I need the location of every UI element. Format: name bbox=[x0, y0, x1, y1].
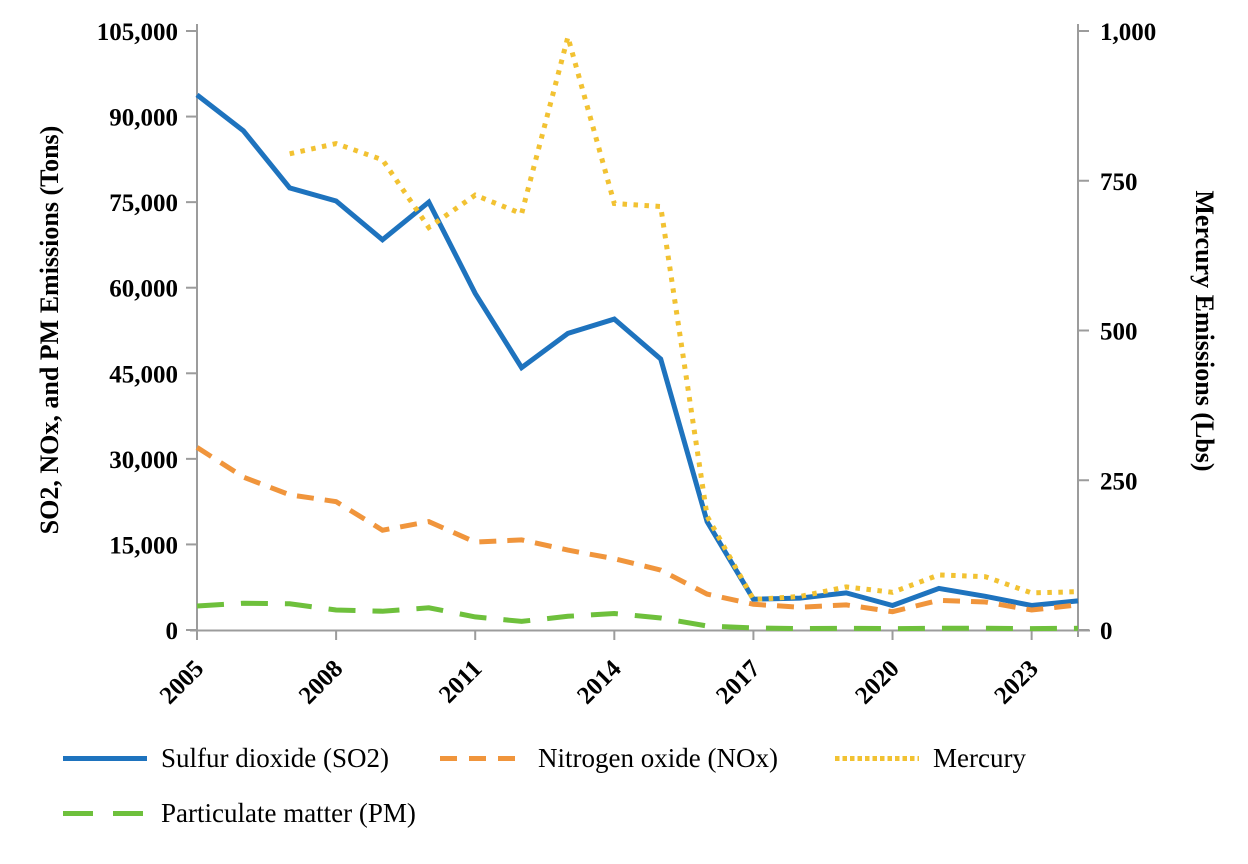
series-layer bbox=[195, 27, 1079, 632]
so2-line-swatch bbox=[63, 755, 147, 761]
pm-line-swatch bbox=[63, 810, 147, 816]
left-axis-tick-label: 75,000 bbox=[109, 190, 178, 217]
emissions-line-chart: 0 15,000 30,000 45,000 60,000 75,000 90,000 105… bbox=[35, 19, 1219, 710]
x-axis-tick-label: 2011 bbox=[434, 655, 487, 708]
legend-label-pm: Particulate matter (PM) bbox=[161, 797, 416, 828]
legend-item-mercury: Mercury bbox=[835, 742, 1026, 773]
series-line-0 bbox=[195, 92, 1079, 609]
left-axis-tick-label: 105,000 bbox=[97, 19, 178, 46]
right-axis-title: Mercury Emissions (Lbs) bbox=[1190, 190, 1219, 471]
legend-item-nox: Nitrogen oxide (NOx) bbox=[440, 742, 778, 773]
left-axis-tick-label: 90,000 bbox=[109, 105, 178, 132]
right-axis-tick-label: 250 bbox=[1100, 468, 1138, 495]
series-line-1 bbox=[195, 445, 1079, 615]
series-line-2 bbox=[289, 27, 1079, 603]
legend-label-mercury: Mercury bbox=[933, 742, 1026, 773]
left-axis-tick-label: 15,000 bbox=[109, 532, 178, 559]
x-axis-tick-label: 2008 bbox=[294, 655, 348, 709]
x-axis-tick-label: 2017 bbox=[711, 655, 765, 709]
left-axis-tick-label: 60,000 bbox=[109, 276, 178, 303]
axes-layer: 0 15,000 30,000 45,000 60,000 75,000 90,000 105… bbox=[97, 19, 1157, 710]
x-axis-tick-label: 2014 bbox=[572, 655, 627, 710]
legend-item-pm: Particulate matter (PM) bbox=[63, 797, 416, 828]
x-axis-tick-label: 2023 bbox=[989, 655, 1043, 709]
left-axis-tick-label: 0 bbox=[166, 618, 179, 645]
left-axis-title: SO2, NOx, and PM Emissions (Tons) bbox=[35, 126, 64, 535]
x-axis-tick-label: 2005 bbox=[155, 655, 209, 709]
right-axis-tick-label: 500 bbox=[1100, 319, 1138, 346]
legend-label-nox: Nitrogen oxide (NOx) bbox=[538, 742, 778, 773]
left-axis-tick-label: 30,000 bbox=[109, 447, 178, 474]
x-axis-tick-label: 2020 bbox=[850, 655, 904, 709]
right-axis-tick-label: 750 bbox=[1100, 169, 1138, 196]
legend-label-so2: Sulfur dioxide (SO2) bbox=[161, 742, 389, 773]
left-axis-tick-label: 45,000 bbox=[109, 361, 178, 388]
legend-item-so2: Sulfur dioxide (SO2) bbox=[63, 742, 389, 773]
nox-line-swatch bbox=[440, 755, 524, 761]
right-axis-tick-label: 0 bbox=[1100, 618, 1113, 645]
mercury-line-swatch bbox=[835, 755, 919, 761]
series-line-3 bbox=[196, 600, 1079, 632]
right-axis-tick-label: 1,000 bbox=[1100, 19, 1156, 46]
